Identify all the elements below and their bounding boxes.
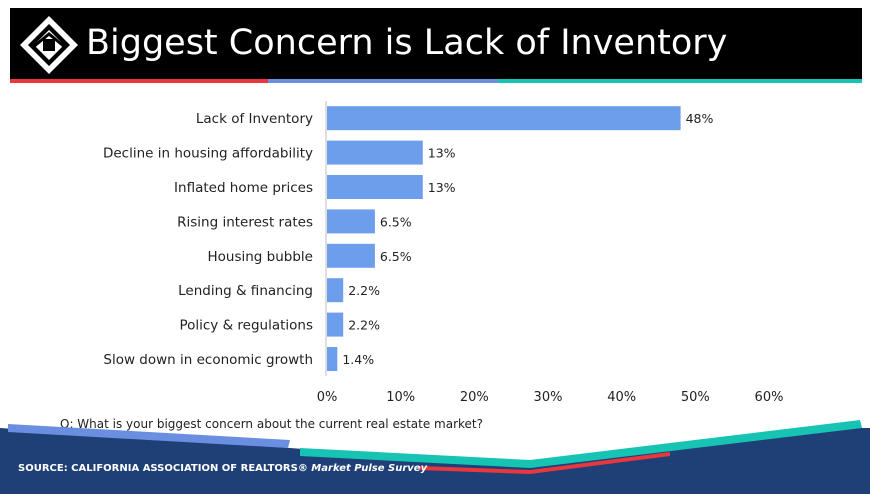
value-label: 13% [428,146,456,161]
category-label: Decline in housing affordability [103,146,313,162]
x-axis-tick-labels: 0% 10% 20% 30% 40% 50% 60% [317,390,784,405]
category-label: Inflated home prices [174,180,313,196]
category-label: Lack of Inventory [196,111,313,127]
x-tick-label: 40% [607,390,636,405]
category-label: Lending & financing [178,283,313,299]
bar [327,140,423,165]
survey-question: Q: What is your biggest concern about th… [60,417,484,431]
bars-layer [327,106,681,371]
bar [327,209,375,234]
value-label: 6.5% [380,214,412,229]
value-label: 2.2% [348,283,380,298]
category-label: Slow down in economic growth [103,352,313,368]
value-label: 6.5% [380,249,412,264]
value-label: 2.2% [348,318,380,333]
category-labels: Lack of Inventory Decline in housing affo… [103,111,313,368]
bar [327,175,423,199]
house-logo-icon [20,16,78,74]
x-tick-label: 50% [681,390,710,405]
category-label: Policy & regulations [179,318,313,334]
value-label: 48% [686,111,714,126]
x-tick-label: 20% [460,390,489,405]
x-tick-label: 0% [317,390,338,405]
header-bar: Biggest Concern is Lack of Inventory [10,8,862,80]
x-tick-label: 60% [755,390,784,405]
value-label: 13% [428,180,456,195]
bar [327,243,375,268]
value-label: 1.4% [342,352,374,367]
bar [327,347,338,371]
bar [327,278,344,303]
value-labels: 48% 13% 13% 6.5% 6.5% 2.2% 2.2% 1.4% [342,111,713,367]
bar [327,106,681,131]
source-prefix: SOURCE: CALIFORNIA ASSOCIATION OF REALTO… [18,463,308,474]
source-suffix: Market Pulse Survey [307,463,428,474]
bar [327,312,344,337]
source-note: SOURCE: CALIFORNIA ASSOCIATION OF REALTO… [18,463,427,474]
category-label: Rising interest rates [177,214,313,230]
x-tick-label: 30% [534,390,563,405]
slide-title: Biggest Concern is Lack of Inventory [86,23,728,63]
category-label: Housing bubble [208,249,314,265]
x-tick-label: 10% [386,390,415,405]
